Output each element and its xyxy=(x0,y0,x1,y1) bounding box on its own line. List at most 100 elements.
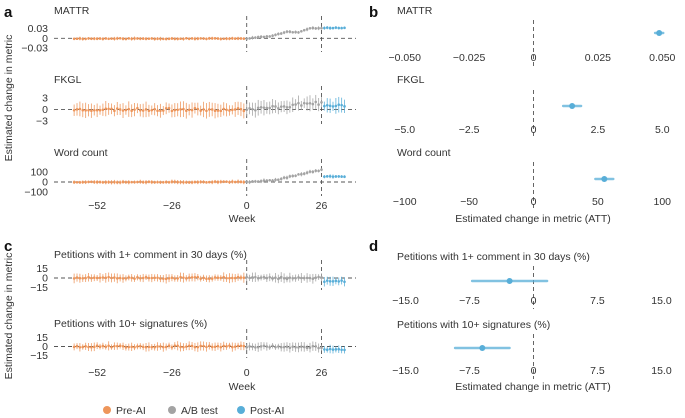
point xyxy=(222,180,225,184)
point xyxy=(153,37,156,41)
point xyxy=(187,181,191,184)
point xyxy=(150,276,154,280)
point xyxy=(325,104,329,107)
y-tick-label: −100 xyxy=(24,187,48,199)
att-comment-30d: Petitions with 1+ comment in 30 days (%)… xyxy=(392,251,672,309)
point xyxy=(150,345,154,349)
subplot-title-10-signatures: Petitions with 10+ signatures (%) xyxy=(54,318,207,330)
point xyxy=(251,107,254,111)
point xyxy=(225,276,228,280)
y-tick-label: 15 xyxy=(36,332,48,344)
point xyxy=(297,173,300,176)
point xyxy=(156,109,159,113)
point xyxy=(167,37,171,41)
point xyxy=(136,276,139,279)
x-tick-label: 0 xyxy=(531,295,537,307)
point xyxy=(343,105,346,108)
point xyxy=(311,170,315,174)
point xyxy=(124,180,128,184)
point xyxy=(331,280,335,283)
subplot-title-word-count: Word count xyxy=(54,147,108,159)
point xyxy=(167,276,171,280)
point xyxy=(159,109,162,113)
point xyxy=(343,26,346,30)
point xyxy=(75,37,79,41)
point xyxy=(242,109,246,113)
point xyxy=(210,277,214,280)
point xyxy=(179,275,182,279)
panel-label-a: a xyxy=(4,4,13,21)
point xyxy=(118,276,122,280)
x-tick-label: 15.0 xyxy=(651,365,672,377)
point xyxy=(92,345,96,349)
point xyxy=(75,108,79,111)
point xyxy=(291,31,295,34)
point xyxy=(130,37,133,41)
point xyxy=(340,348,343,352)
point xyxy=(340,175,343,178)
point xyxy=(121,109,125,112)
point xyxy=(95,180,99,184)
point xyxy=(161,345,165,349)
point xyxy=(337,103,341,107)
point xyxy=(308,26,312,30)
point xyxy=(199,180,202,184)
point xyxy=(265,345,269,348)
x-tick-label: −52 xyxy=(88,200,106,212)
point xyxy=(245,180,249,184)
point xyxy=(133,345,136,349)
point xyxy=(153,107,156,111)
point xyxy=(231,37,234,40)
point xyxy=(300,276,303,280)
point xyxy=(219,276,223,280)
point xyxy=(208,344,211,348)
point xyxy=(334,26,338,29)
point xyxy=(196,345,200,349)
point xyxy=(78,37,82,40)
point xyxy=(213,180,217,183)
point xyxy=(325,279,329,282)
point xyxy=(331,105,335,108)
point xyxy=(130,180,133,184)
point xyxy=(265,276,269,280)
point xyxy=(254,180,257,183)
point xyxy=(294,345,297,349)
point xyxy=(256,276,260,280)
x-tick-label: 0.050 xyxy=(649,52,675,64)
point xyxy=(190,276,194,279)
point xyxy=(314,276,318,279)
point xyxy=(314,169,318,173)
att-estimate xyxy=(479,345,486,351)
point xyxy=(251,345,254,349)
point xyxy=(320,275,323,279)
att-title-word-count: Word count xyxy=(397,147,451,159)
point xyxy=(202,37,205,40)
point xyxy=(302,345,306,349)
point xyxy=(294,174,297,178)
point xyxy=(92,180,96,184)
point xyxy=(323,104,326,108)
point xyxy=(274,276,277,280)
point xyxy=(113,37,116,41)
point xyxy=(285,345,289,349)
point xyxy=(213,37,217,40)
point xyxy=(98,180,102,184)
point xyxy=(297,276,300,279)
point xyxy=(95,108,99,112)
point xyxy=(208,277,211,281)
point xyxy=(133,180,136,184)
point xyxy=(210,180,214,184)
point xyxy=(343,348,346,352)
point xyxy=(141,345,145,349)
point xyxy=(205,277,208,281)
point xyxy=(208,37,211,40)
point xyxy=(245,37,249,40)
point xyxy=(320,26,323,30)
point xyxy=(274,33,277,37)
point xyxy=(170,345,174,349)
point xyxy=(92,276,96,280)
point xyxy=(98,345,102,348)
x-tick-label: 0 xyxy=(531,124,537,136)
point xyxy=(141,180,145,184)
